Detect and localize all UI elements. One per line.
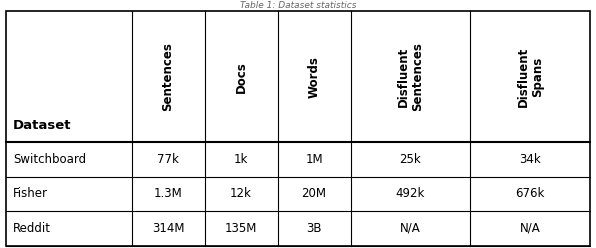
Text: Disfluent
Sentences: Disfluent Sentences (397, 42, 424, 111)
Text: Table 1: Dataset statistics: Table 1: Dataset statistics (240, 1, 356, 10)
Text: Fisher: Fisher (13, 187, 48, 200)
Text: Switchboard: Switchboard (13, 153, 86, 166)
Text: 135M: 135M (225, 222, 257, 235)
Text: N/A: N/A (520, 222, 541, 235)
Text: 34k: 34k (519, 153, 541, 166)
Text: 1.3M: 1.3M (154, 187, 182, 200)
Text: 12k: 12k (230, 187, 252, 200)
Text: 77k: 77k (157, 153, 179, 166)
Text: 492k: 492k (396, 187, 425, 200)
Text: N/A: N/A (400, 222, 421, 235)
Text: 1M: 1M (305, 153, 323, 166)
Text: Sentences: Sentences (162, 42, 175, 111)
Text: 1k: 1k (234, 153, 249, 166)
Text: Words: Words (308, 56, 321, 98)
Text: Disfluent
Spans: Disfluent Spans (517, 47, 544, 107)
Text: 3B: 3B (306, 222, 322, 235)
Text: 20M: 20M (302, 187, 327, 200)
Text: 314M: 314M (152, 222, 184, 235)
Text: Docs: Docs (235, 61, 247, 93)
Text: Dataset: Dataset (13, 120, 72, 132)
Text: Reddit: Reddit (13, 222, 51, 235)
Text: 676k: 676k (516, 187, 545, 200)
Text: 25k: 25k (399, 153, 421, 166)
